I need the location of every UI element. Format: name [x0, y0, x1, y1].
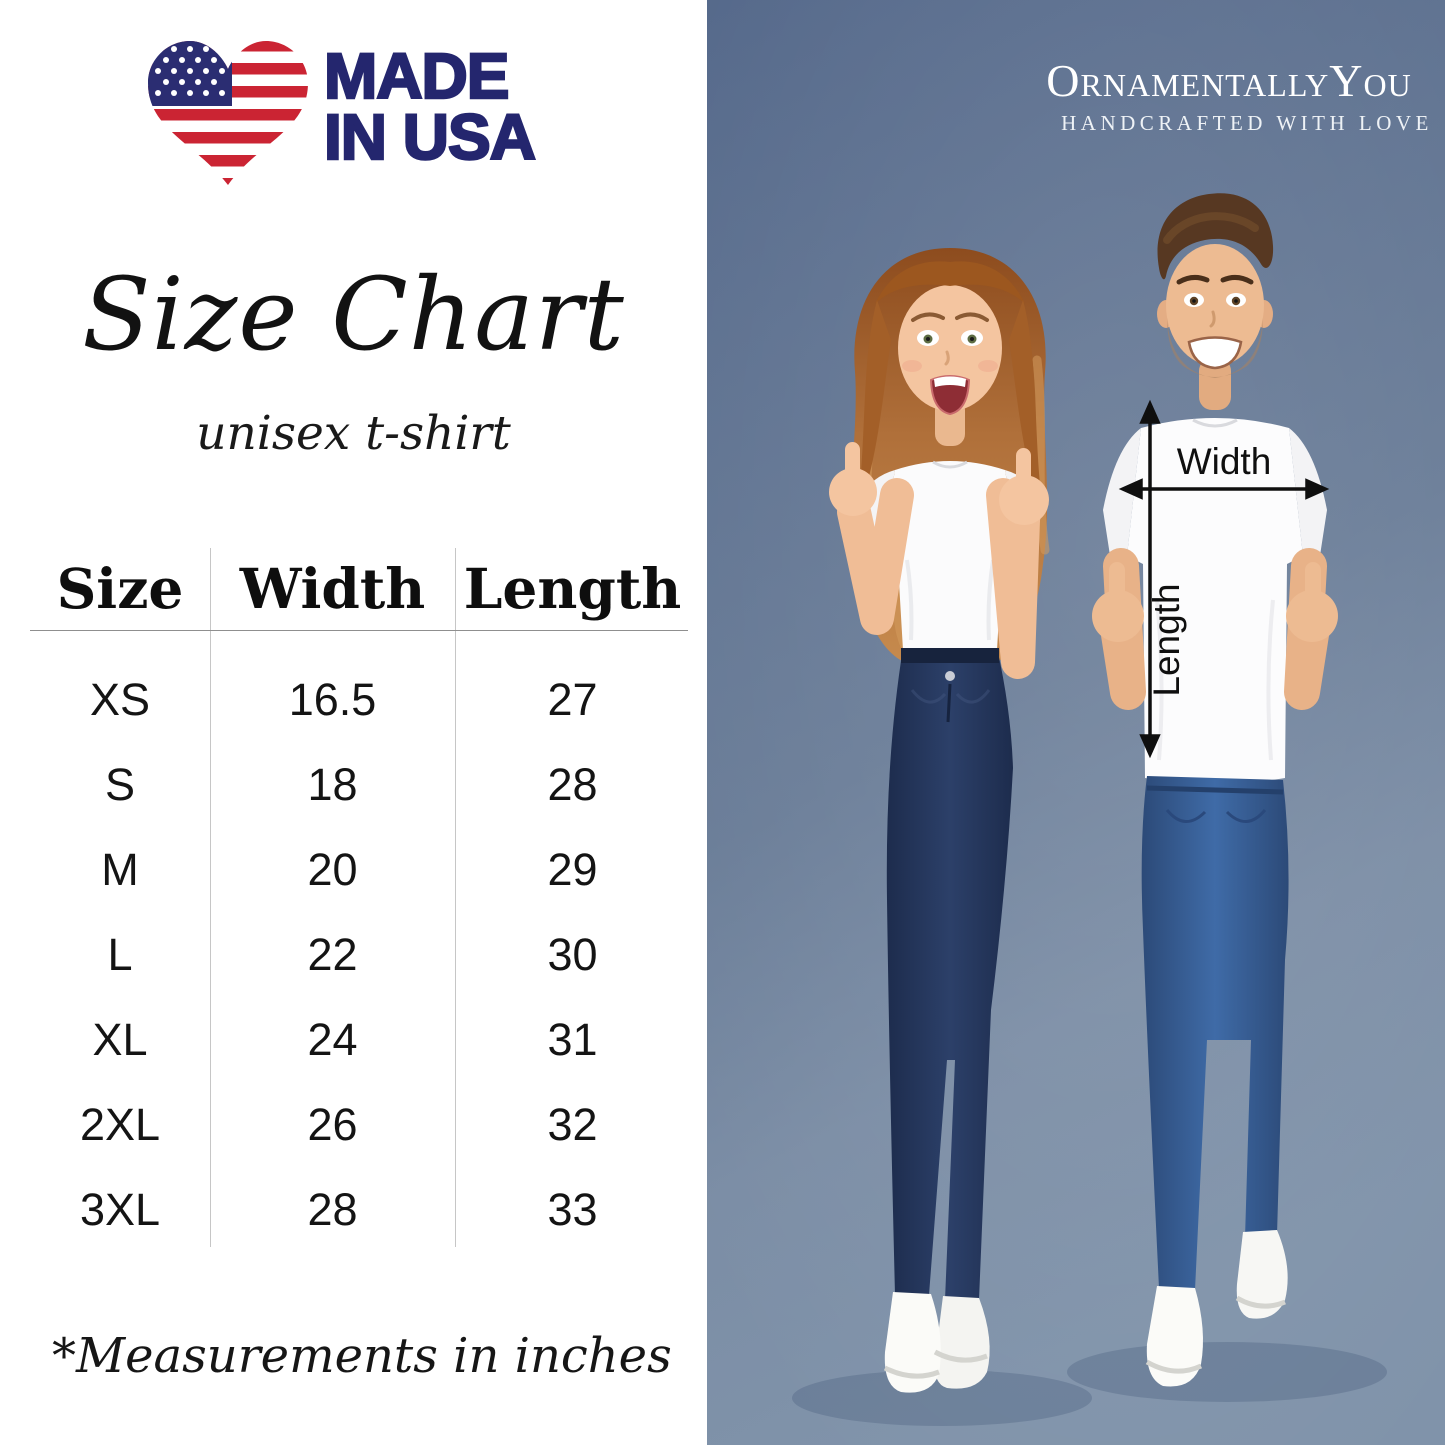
cell-size: 2XL	[79, 1099, 161, 1150]
models-photo: OrnamentallyYou HANDCRAFTED WITH LOVE	[707, 0, 1445, 1445]
measurements-footnote: *Measurements in inches	[52, 1328, 672, 1384]
cell-size: M	[101, 844, 139, 895]
floor-shadows	[792, 1342, 1387, 1426]
cell-length: 29	[547, 844, 598, 895]
size-table: Size Width Length XS 16.5 27 S 18 28 M 2…	[30, 548, 690, 1252]
badge-line-1: MADE	[323, 40, 511, 112]
cell-width: 24	[307, 1014, 358, 1065]
cell-width: 20	[307, 844, 358, 895]
brand-logo: OrnamentallyYou	[1046, 55, 1411, 106]
table-row: S 18 28	[30, 742, 690, 827]
cell-length: 28	[547, 759, 598, 810]
woman-figure	[829, 248, 1050, 1393]
made-in-usa-badge: MADE IN USA	[148, 40, 537, 186]
table-row: XS 16.5 27	[30, 657, 690, 742]
table-divider	[455, 548, 456, 1247]
cell-width: 28	[307, 1184, 358, 1235]
cell-size: XS	[89, 674, 151, 725]
cell-length: 30	[547, 929, 598, 980]
photo-panel: OrnamentallyYou HANDCRAFTED WITH LOVE	[707, 0, 1445, 1445]
column-header-length: Length	[463, 556, 682, 621]
width-arrow	[1118, 478, 1330, 500]
column-header-width: Width	[239, 556, 426, 621]
cell-width: 22	[307, 929, 358, 980]
usa-flag-heart-icon	[148, 41, 308, 185]
cell-width: 18	[307, 759, 358, 810]
cell-length: 31	[547, 1014, 598, 1065]
cell-length: 32	[547, 1099, 598, 1150]
page-subtitle: unisex t-shirt	[196, 406, 511, 461]
man-figure: Width Length	[1092, 193, 1338, 1387]
length-arrow	[1139, 399, 1161, 759]
made-in-usa-text: MADE IN USA	[323, 40, 537, 174]
length-label: Length	[1146, 583, 1187, 696]
cell-size: L	[107, 929, 133, 980]
width-label: Width	[1177, 441, 1272, 482]
cell-length: 33	[547, 1184, 598, 1235]
page-title: Size Chart	[82, 256, 625, 373]
table-body: XS 16.5 27 S 18 28 M 20 29 L 22 30	[30, 630, 690, 1252]
cell-length: 27	[547, 674, 598, 725]
cell-size: XL	[92, 1014, 148, 1065]
table-divider	[210, 548, 211, 1247]
info-panel: MADE IN USA Size Chart unisex t-shirt Si…	[0, 0, 707, 1445]
table-row: M 20 29	[30, 827, 690, 912]
table-row: XL 24 31	[30, 997, 690, 1082]
cell-width: 16.5	[288, 674, 377, 725]
table-header-row: Size Width Length	[30, 548, 690, 630]
table-row: 2XL 26 32	[30, 1082, 690, 1167]
background-glow	[707, 0, 1445, 1445]
cell-width: 26	[307, 1099, 358, 1150]
cell-size: 3XL	[79, 1184, 161, 1235]
table-row: 3XL 28 33	[30, 1167, 690, 1252]
badge-line-2: IN USA	[323, 101, 537, 174]
table-row: L 22 30	[30, 912, 690, 997]
brand-tagline: HANDCRAFTED WITH LOVE	[1061, 111, 1433, 135]
table-header-rule	[30, 630, 688, 631]
column-header-size: Size	[56, 556, 184, 621]
cell-size: S	[104, 759, 135, 810]
